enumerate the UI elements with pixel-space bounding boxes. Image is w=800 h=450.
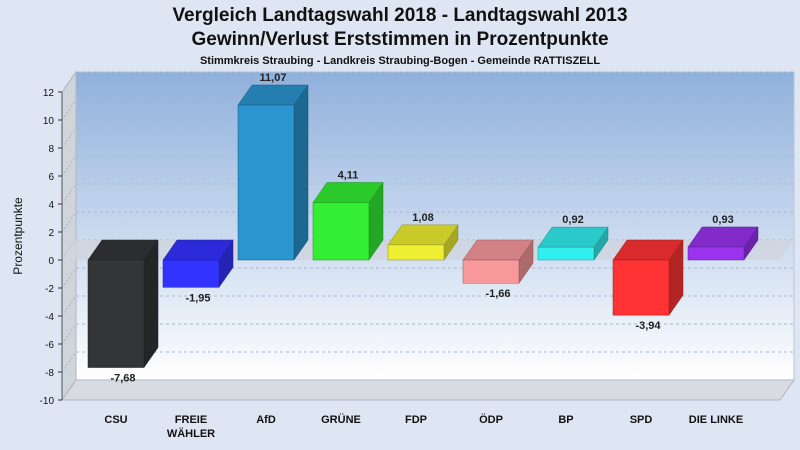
bar xyxy=(537,226,609,261)
gridline-side xyxy=(61,183,77,205)
gridline-side xyxy=(61,71,77,93)
bar xyxy=(87,239,159,369)
category-label: FDP xyxy=(405,414,427,426)
bar xyxy=(312,181,384,261)
category-label: AfD xyxy=(256,414,276,426)
bar-value-label: 1,08 xyxy=(412,212,433,224)
chart-title: Vergleich Landtagswahl 2018 - Landtagswa… xyxy=(172,5,628,26)
bar-value-label: -3,94 xyxy=(635,320,661,332)
bar xyxy=(687,226,759,261)
category-label: FREIE WÄHLER xyxy=(167,414,215,440)
gridline-side xyxy=(61,99,77,121)
category-label: BP xyxy=(558,414,573,426)
bar-value-label: -7,68 xyxy=(110,373,135,385)
category-label: ÖDP xyxy=(479,413,503,426)
chart-subtitle: Stimmkreis Straubing - Landkreis Straubi… xyxy=(199,55,601,67)
bar xyxy=(612,239,684,316)
plot-side-wall xyxy=(61,70,77,402)
gridline-side xyxy=(61,211,77,233)
category-label: DIE LINKE xyxy=(689,414,743,426)
gridline-side xyxy=(61,267,77,289)
bar-value-label: 0,93 xyxy=(712,214,733,226)
y-tick-label: -8 xyxy=(45,368,54,379)
title-block: Vergleich Landtagswahl 2018 - Landtagswa… xyxy=(0,4,800,69)
y-tick-label: 10 xyxy=(43,116,55,127)
bar xyxy=(387,224,459,261)
chart-title-line-2: Gewinn/Verlust Erststimmen in Prozentpun… xyxy=(191,29,609,50)
bar xyxy=(462,239,534,285)
bar-value-label: -1,95 xyxy=(185,292,210,304)
y-tick-label: 8 xyxy=(48,144,54,155)
y-tick-label: -10 xyxy=(40,396,55,407)
category-label: GRÜNE xyxy=(321,413,361,426)
bar xyxy=(162,239,234,289)
plot-floor xyxy=(61,379,795,401)
gridline-side xyxy=(61,323,77,345)
bar-value-label: 11,07 xyxy=(260,72,287,84)
gridline-side xyxy=(61,295,77,317)
gridline-side xyxy=(61,351,77,373)
bar-value-label: 4,11 xyxy=(338,169,359,181)
gridline-side xyxy=(61,155,77,177)
y-tick-label: 12 xyxy=(43,88,55,99)
y-tick-label: 6 xyxy=(48,172,54,183)
y-tick-label: -2 xyxy=(45,284,54,295)
y-tick-label: 0 xyxy=(48,256,54,267)
gridline-side xyxy=(61,127,77,149)
y-tick-label: 2 xyxy=(48,228,54,239)
category-label: SPD xyxy=(630,414,653,426)
y-tick-label: 4 xyxy=(48,200,54,211)
y-tick-label: -4 xyxy=(45,312,54,323)
category-label: CSU xyxy=(104,414,127,426)
y-tick-label: -6 xyxy=(45,340,54,351)
bar-value-label: 0,92 xyxy=(562,214,583,226)
gridline-side xyxy=(61,379,77,401)
y-axis-label: Prozentpunkte xyxy=(11,197,25,275)
bar-value-label: -1,66 xyxy=(485,288,510,300)
bar xyxy=(237,84,309,261)
